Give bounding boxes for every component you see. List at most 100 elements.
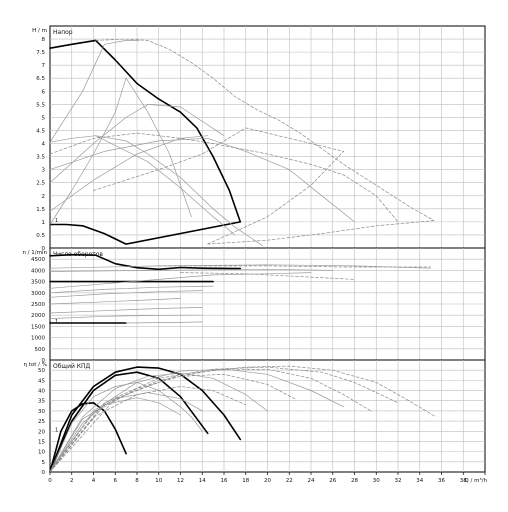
y-tick-label: 0 [42,470,46,476]
x-tick-label: 38 [460,478,467,484]
series-line-1-11 [125,321,203,324]
y-tick-label: 0.5 [36,233,45,239]
curve-label: 1 [55,319,58,325]
series-line-1-6 [49,285,214,294]
y-tick-label: 50 [38,368,45,374]
series-line-1-7 [49,290,203,298]
series-line-2-7 [49,397,181,473]
series-line-2-2 [49,371,209,473]
y-tick-label: 15 [38,439,45,445]
y-tick-label: 2500 [31,302,45,308]
x-tick-label: 12 [177,478,184,484]
series-line-0-5 [49,104,225,184]
x-tick-label: 28 [351,478,358,484]
y-tick-label: 1.5 [36,207,45,213]
series-line-1-9 [49,307,203,314]
y-tick-label: 4 [42,142,46,148]
x-tick-label: 18 [242,478,249,484]
x-tick-label: 32 [395,478,402,484]
series-line-0-0 [49,39,242,245]
series-line-1-8 [49,298,181,305]
y-tick-label: 3500 [31,280,45,286]
x-tick-label: 10 [155,478,162,484]
series-line-1-12 [158,265,431,268]
y-tick-label: 1500 [31,324,45,330]
x-tick-label: 2 [70,478,74,484]
x-tick-label: 22 [286,478,293,484]
y-tick-label: 3 [42,168,46,174]
series-line-2-6 [49,392,203,473]
series-line-0-11 [93,127,344,191]
series-line-2-8 [49,366,399,473]
y-tick-label: 5 [42,115,46,121]
series-line-1-0 [49,253,242,271]
series-line-2-10 [49,368,372,473]
y-tick-label: 25 [38,419,45,425]
x-tick-label: 26 [329,478,336,484]
x-tick-label: 30 [373,478,380,484]
y-tick-label: 500 [35,347,46,353]
panel-title: Общий КПД [53,363,91,370]
y-tick-label: 5 [42,460,46,466]
y-tick-label: 1000 [31,336,45,342]
series-line-0-2 [95,135,236,236]
y-tick-label: 7.5 [36,50,45,56]
series-line-0-3 [49,77,192,225]
y-tick-label: 8 [42,37,46,43]
y-tick-label: 4000 [31,268,45,274]
x-tick-label: 16 [221,478,228,484]
y-tick-label: 3.5 [36,155,45,161]
series-line-0-8 [95,38,435,221]
y-tick-label: 20 [38,429,45,435]
x-tick-label: 34 [416,478,423,484]
curve-label: 1 [55,218,58,224]
y-tick-label: 10 [38,450,45,456]
y-tick-label: 40 [38,389,45,395]
series-line-0-12 [207,151,344,245]
series-line-1-13 [180,272,355,280]
series-line-0-7 [49,137,355,223]
y-tick-label: 6.5 [36,76,45,82]
x-tick-label: 4 [92,478,96,484]
y-tick-label: 45 [38,378,45,384]
series-line-2-5 [49,368,344,473]
y-tick-label: 5.5 [36,102,45,108]
y-tick-label: 6 [42,89,46,95]
panel-title: Число оборотов [53,251,103,258]
series-line-1-5 [49,272,312,289]
x-tick-label: 6 [114,478,118,484]
series-line-2-12 [49,386,247,473]
y-tick-label: 3000 [31,291,45,297]
curve-label: 1 [55,427,58,433]
x-tick-label: 8 [135,478,139,484]
x-tick-label: 36 [438,478,445,484]
x-tick-label: 14 [199,478,206,484]
series-line-2-0 [49,366,242,473]
y-axis-label: η tot / % [24,362,48,368]
series-line-1-4 [49,268,334,272]
y-axis-label: H / m [32,28,47,34]
x-tick-label: 24 [308,478,315,484]
series-line-1-3 [49,264,431,269]
y-tick-label: 4500 [31,257,45,263]
panel-title: Напор [53,29,73,36]
series-line-1-10 [49,314,203,319]
y-tick-label: 2.5 [36,181,45,187]
y-tick-label: 2000 [31,313,45,319]
series-line-2-9 [49,365,437,473]
series-line-2-11 [49,373,296,473]
y-tick-label: 4.5 [36,128,45,134]
series-line-0-10 [49,132,399,223]
y-tick-label: 2 [42,194,46,200]
y-tick-label: 1 [42,220,46,226]
y-tick-label: 0 [42,246,46,252]
series-line-0-1 [49,135,263,246]
series-line-0-4 [49,40,140,143]
x-tick-label: 20 [264,478,271,484]
series-line-0-9 [207,220,435,245]
x-tick-label: 0 [48,478,52,484]
y-tick-label: 35 [38,399,45,405]
series-line-0-6 [49,135,209,212]
